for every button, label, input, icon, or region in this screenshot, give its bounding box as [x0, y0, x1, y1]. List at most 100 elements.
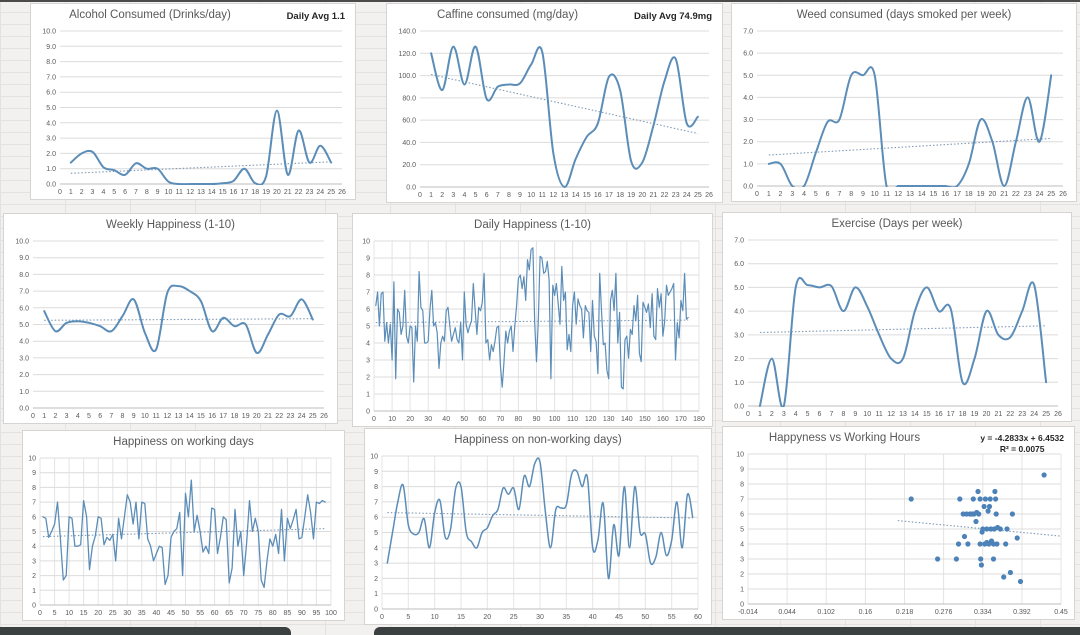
svg-text:4: 4 [76, 413, 80, 420]
svg-text:25: 25 [1042, 411, 1050, 418]
svg-text:4: 4 [463, 192, 467, 199]
svg-text:0.16: 0.16 [859, 609, 873, 616]
svg-text:60: 60 [478, 416, 486, 423]
chart-panel-happiness-vs-hours[interactable]: Happyness vs Working Hours y = -4.2833x … [722, 426, 1075, 620]
svg-text:8: 8 [374, 484, 378, 491]
svg-text:0.392: 0.392 [1013, 609, 1031, 616]
svg-text:13: 13 [906, 191, 914, 198]
chart-panel-weekly-happiness[interactable]: Weekly Happiness (1-10) 0.0 1.0 2.0 3.0 4.0 5… [3, 213, 338, 424]
chart-panel-working-days[interactable]: Happiness on working days 0 1 2 3 4 5 6 7 8 9 10 0 5… [22, 430, 345, 621]
svg-text:10: 10 [165, 189, 173, 196]
svg-text:140: 140 [621, 416, 633, 423]
svg-text:10: 10 [370, 454, 378, 461]
svg-text:15: 15 [219, 189, 227, 196]
weekly-happiness-line-chart: 0.0 1.0 2.0 3.0 4.0 5.0 6.0 7.0 8.0 9.0 10.0 0 1 2 3 4 5… [7, 235, 334, 421]
alcohol-line-chart: 0.0 1.0 2.0 3.0 4.0 5.0 6.0 7.0 8.0 9.0 10.0 0 1 2 3 4 5… [34, 25, 352, 197]
svg-text:25: 25 [510, 614, 518, 621]
svg-text:9: 9 [740, 467, 744, 474]
svg-text:11: 11 [152, 413, 159, 420]
svg-text:4: 4 [32, 544, 36, 551]
svg-text:7: 7 [32, 500, 36, 507]
svg-text:7: 7 [740, 497, 744, 504]
svg-text:8: 8 [366, 273, 370, 280]
svg-text:17: 17 [947, 411, 955, 418]
svg-text:1: 1 [69, 189, 73, 196]
svg-text:20: 20 [983, 411, 991, 418]
svg-text:10: 10 [388, 416, 396, 423]
svg-text:22: 22 [661, 192, 669, 199]
svg-text:80: 80 [269, 610, 277, 617]
svg-text:5: 5 [112, 189, 116, 196]
svg-text:3: 3 [91, 189, 95, 196]
svg-text:6: 6 [32, 514, 36, 521]
svg-text:22: 22 [295, 189, 303, 196]
svg-text:5: 5 [32, 529, 36, 536]
svg-text:14: 14 [911, 411, 919, 418]
taskbar-window-left[interactable] [0, 627, 291, 635]
svg-text:0: 0 [374, 607, 378, 614]
svg-text:0: 0 [740, 602, 744, 609]
svg-text:22: 22 [275, 413, 283, 420]
svg-text:23: 23 [1024, 191, 1032, 198]
svg-text:9: 9 [374, 469, 378, 476]
svg-text:1.0: 1.0 [19, 389, 29, 396]
chart-title: Happiness on working days [113, 436, 254, 448]
svg-text:100: 100 [549, 416, 561, 423]
svg-text:20: 20 [273, 189, 281, 196]
svg-text:0: 0 [58, 189, 62, 196]
svg-text:40: 40 [442, 416, 450, 423]
sheet-top-border [0, 0, 1080, 2]
svg-text:8: 8 [121, 413, 125, 420]
svg-text:3.0: 3.0 [734, 332, 744, 339]
svg-text:80.0: 80.0 [402, 95, 416, 102]
svg-text:16: 16 [941, 191, 949, 198]
svg-text:110: 110 [567, 416, 578, 423]
chart-panel-caffeine[interactable]: Caffine consumed (mg/day) Daily Avg 74.9… [386, 3, 723, 203]
svg-text:1: 1 [374, 591, 378, 598]
svg-text:16: 16 [230, 189, 238, 196]
svg-text:1: 1 [366, 392, 370, 399]
svg-text:12: 12 [163, 413, 171, 420]
happiness-scatter-chart: 0 1 2 3 4 5 6 7 8 9 10 -0.014 0.044 0.102 0.16 0.218 0.2… [726, 448, 1071, 617]
chart-panel-exercise[interactable]: Exercise (Days per week) 0.0 1.0 2.0 3.0 4.0… [722, 212, 1072, 422]
svg-text:10: 10 [362, 239, 370, 246]
svg-text:24: 24 [298, 413, 306, 420]
svg-text:11: 11 [539, 192, 546, 199]
svg-text:25: 25 [309, 413, 317, 420]
svg-text:0.276: 0.276 [935, 609, 953, 616]
taskbar-window-right[interactable] [374, 627, 1080, 635]
svg-text:6: 6 [123, 189, 127, 196]
svg-text:5: 5 [814, 191, 818, 198]
svg-text:2: 2 [80, 189, 84, 196]
svg-text:17: 17 [241, 189, 249, 196]
svg-text:9: 9 [156, 189, 160, 196]
svg-text:3.0: 3.0 [743, 117, 753, 124]
chart-title: Happiness on non-working days) [454, 434, 622, 446]
svg-text:7.0: 7.0 [734, 238, 744, 245]
svg-text:8: 8 [841, 411, 845, 418]
chart-panel-alcohol[interactable]: Alcohol Consumed (Drinks/day) Daily Avg … [30, 3, 356, 200]
chart-panel-daily-happiness[interactable]: Daily Happiness (1-10) 0 1 2 3 4 5 6 7 8 9 10 0 10 20… [352, 213, 713, 427]
svg-text:30: 30 [424, 416, 432, 423]
svg-text:0: 0 [31, 413, 35, 420]
svg-text:45: 45 [615, 614, 623, 621]
chart-title: Daily Happiness (1-10) [474, 219, 591, 231]
svg-text:90: 90 [298, 610, 306, 617]
svg-text:55: 55 [668, 614, 676, 621]
svg-text:180: 180 [693, 416, 705, 423]
svg-text:7: 7 [830, 411, 834, 418]
svg-text:16: 16 [935, 411, 943, 418]
svg-text:10.0: 10.0 [42, 29, 56, 36]
svg-text:1: 1 [758, 411, 762, 418]
svg-text:21: 21 [650, 192, 658, 199]
chart-panel-weed[interactable]: Weed consumed (days smoked per week) 0.0… [731, 3, 1077, 202]
svg-text:6: 6 [366, 307, 370, 314]
svg-text:50: 50 [182, 610, 190, 617]
daily-happiness-line-chart: 0 1 2 3 4 5 6 7 8 9 10 0 10 20 30 40 50 60 70 80 90 100 110 120… [356, 235, 709, 424]
svg-text:1: 1 [32, 588, 36, 595]
svg-text:25: 25 [327, 189, 335, 196]
svg-text:3: 3 [740, 557, 744, 564]
svg-text:6.0: 6.0 [19, 305, 29, 312]
svg-text:3: 3 [366, 358, 370, 365]
